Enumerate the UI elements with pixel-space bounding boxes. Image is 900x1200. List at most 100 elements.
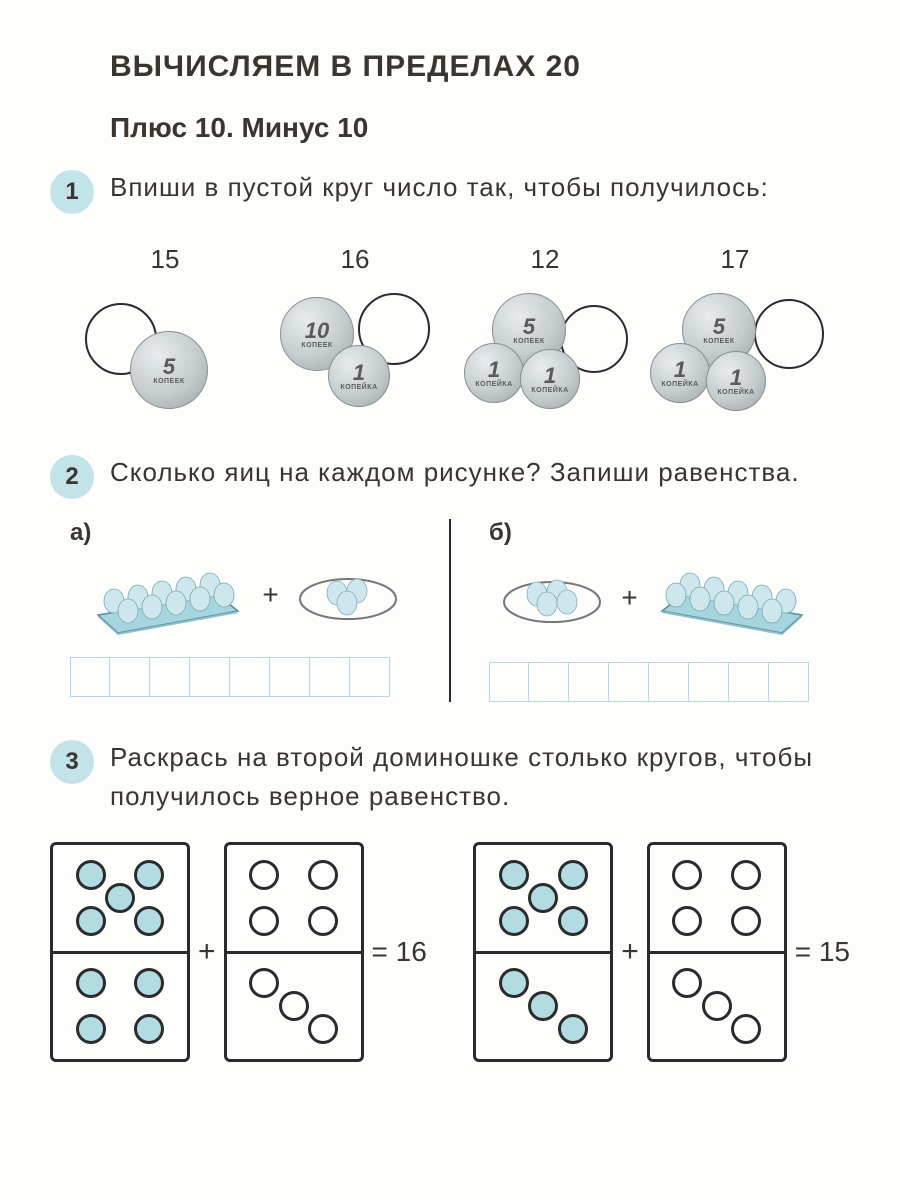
egg-plate-icon [497, 568, 607, 628]
domino-dot [558, 1014, 588, 1044]
answer-grid[interactable] [70, 657, 431, 697]
domino-half[interactable] [227, 845, 361, 954]
coin-target-number: 16 [341, 244, 370, 275]
domino-dot [528, 991, 558, 1021]
coin-stack: 5КОПЕЕК1КОПЕЙКА1КОПЕЙКА [460, 293, 630, 413]
egg-tray-icon [652, 555, 822, 640]
domino-dot[interactable] [731, 906, 761, 936]
coin-1-icon: 1КОПЕЙКА [464, 343, 524, 403]
coin-target-number: 15 [151, 244, 180, 275]
domino-dot[interactable] [308, 860, 338, 890]
answer-grid[interactable] [489, 662, 850, 702]
domino-dot[interactable] [249, 968, 279, 998]
egg-plate-icon [293, 565, 403, 625]
answer-cell[interactable] [649, 662, 689, 702]
coin-stack: 5КОПЕЕК [80, 293, 250, 413]
answer-cell[interactable] [110, 657, 150, 697]
egg-row: а) + б) + [50, 519, 850, 702]
domino-dot [76, 860, 106, 890]
plus-sign: + [621, 582, 637, 614]
coin-column: 16 10КОПЕЕК1КОПЕЙКА [270, 244, 440, 413]
domino-half [476, 845, 610, 954]
domino-dot [76, 1014, 106, 1044]
domino-equation: + = 16 [50, 842, 427, 1062]
domino-dot [499, 968, 529, 998]
page-subtitle: Плюс 10. Минус 10 [110, 112, 850, 144]
equation-result: = 15 [795, 936, 850, 968]
answer-cell[interactable] [350, 657, 390, 697]
exercise-number-badge: 3 [50, 740, 94, 784]
coin-1-icon: 1КОПЕЙКА [520, 349, 580, 409]
domino-dot [528, 883, 558, 913]
domino-dot[interactable] [308, 1014, 338, 1044]
exercise-1-instruction: Впиши в пустой круг число так, чтобы пол… [110, 168, 769, 207]
equation-result: = 16 [372, 936, 427, 968]
domino-dot [134, 860, 164, 890]
domino-half [476, 954, 610, 1060]
domino-half [53, 954, 187, 1060]
answer-cell[interactable] [609, 662, 649, 702]
answer-cell[interactable] [529, 662, 569, 702]
problem-label-b: б) [489, 519, 850, 547]
domino [647, 842, 787, 1062]
page-title: ВЫЧИСЛЯЕМ В ПРЕДЕЛАХ 20 [110, 50, 850, 84]
coin-5-icon: 5КОПЕЕК [130, 331, 208, 409]
plus-sign: + [198, 935, 216, 969]
coin-stack: 10КОПЕЕК1КОПЕЙКА [270, 293, 440, 413]
domino [473, 842, 613, 1062]
domino-row: + = 16 + = 15 [50, 842, 850, 1062]
exercise-number-badge: 1 [50, 170, 94, 214]
coin-column: 15 5КОПЕЕК [80, 244, 250, 413]
answer-cell[interactable] [769, 662, 809, 702]
domino-half[interactable] [227, 954, 361, 1060]
domino-dot[interactable] [279, 991, 309, 1021]
domino-dot[interactable] [249, 860, 279, 890]
domino-half[interactable] [650, 845, 784, 954]
domino-half [53, 845, 187, 954]
answer-cell[interactable] [270, 657, 310, 697]
domino [224, 842, 364, 1062]
answer-cell[interactable] [70, 657, 110, 697]
exercise-2: 2 Сколько яиц на каждом рисунке? Запиши … [50, 453, 850, 499]
coin-target-number: 17 [721, 244, 750, 275]
domino-dot[interactable] [731, 1014, 761, 1044]
domino-dot [499, 906, 529, 936]
answer-cell[interactable] [230, 657, 270, 697]
coin-column: 17 5КОПЕЕК1КОПЕЙКА1КОПЕЙКА [650, 244, 820, 413]
coin-1-icon: 1КОПЕЙКА [706, 351, 766, 411]
problem-label-a: а) [70, 519, 431, 547]
coin-row: 15 5КОПЕЕК 16 10КОПЕЕК1КОПЕЙКА125КОПЕЕК1КОП… [50, 244, 850, 413]
exercise-number-badge: 2 [50, 455, 94, 499]
answer-cell[interactable] [190, 657, 230, 697]
domino-dot[interactable] [249, 906, 279, 936]
coin-column: 125КОПЕЕК1КОПЕЙКА1КОПЕЙКА [460, 244, 630, 413]
plus-sign: + [621, 935, 639, 969]
answer-cell[interactable] [150, 657, 190, 697]
coin-stack: 5КОПЕЕК1КОПЕЙКА1КОПЕЙКА [650, 293, 820, 413]
egg-problem-b: б) + [451, 519, 850, 702]
domino [50, 842, 190, 1062]
domino-dot [76, 906, 106, 936]
answer-cell[interactable] [569, 662, 609, 702]
answer-cell[interactable] [729, 662, 769, 702]
domino-dot[interactable] [731, 860, 761, 890]
domino-dot[interactable] [672, 860, 702, 890]
domino-dot[interactable] [308, 906, 338, 936]
answer-cell[interactable] [689, 662, 729, 702]
exercise-3-instruction: Раскрась на второй доминошке столько кру… [110, 738, 850, 816]
coin-1-icon: 1КОПЕЙКА [328, 345, 390, 407]
domino-dot [134, 1014, 164, 1044]
coin-1-icon: 1КОПЕЙКА [650, 343, 710, 403]
domino-dot[interactable] [672, 968, 702, 998]
empty-circle-input[interactable] [754, 299, 824, 369]
domino-dot [499, 860, 529, 890]
answer-cell[interactable] [489, 662, 529, 702]
exercise-3: 3 Раскрась на второй доминошке столько к… [50, 738, 850, 816]
domino-dot[interactable] [672, 906, 702, 936]
plus-sign: + [262, 579, 278, 611]
domino-dot [76, 968, 106, 998]
domino-dot[interactable] [702, 991, 732, 1021]
domino-half[interactable] [650, 954, 784, 1060]
answer-cell[interactable] [310, 657, 350, 697]
domino-dot [105, 883, 135, 913]
